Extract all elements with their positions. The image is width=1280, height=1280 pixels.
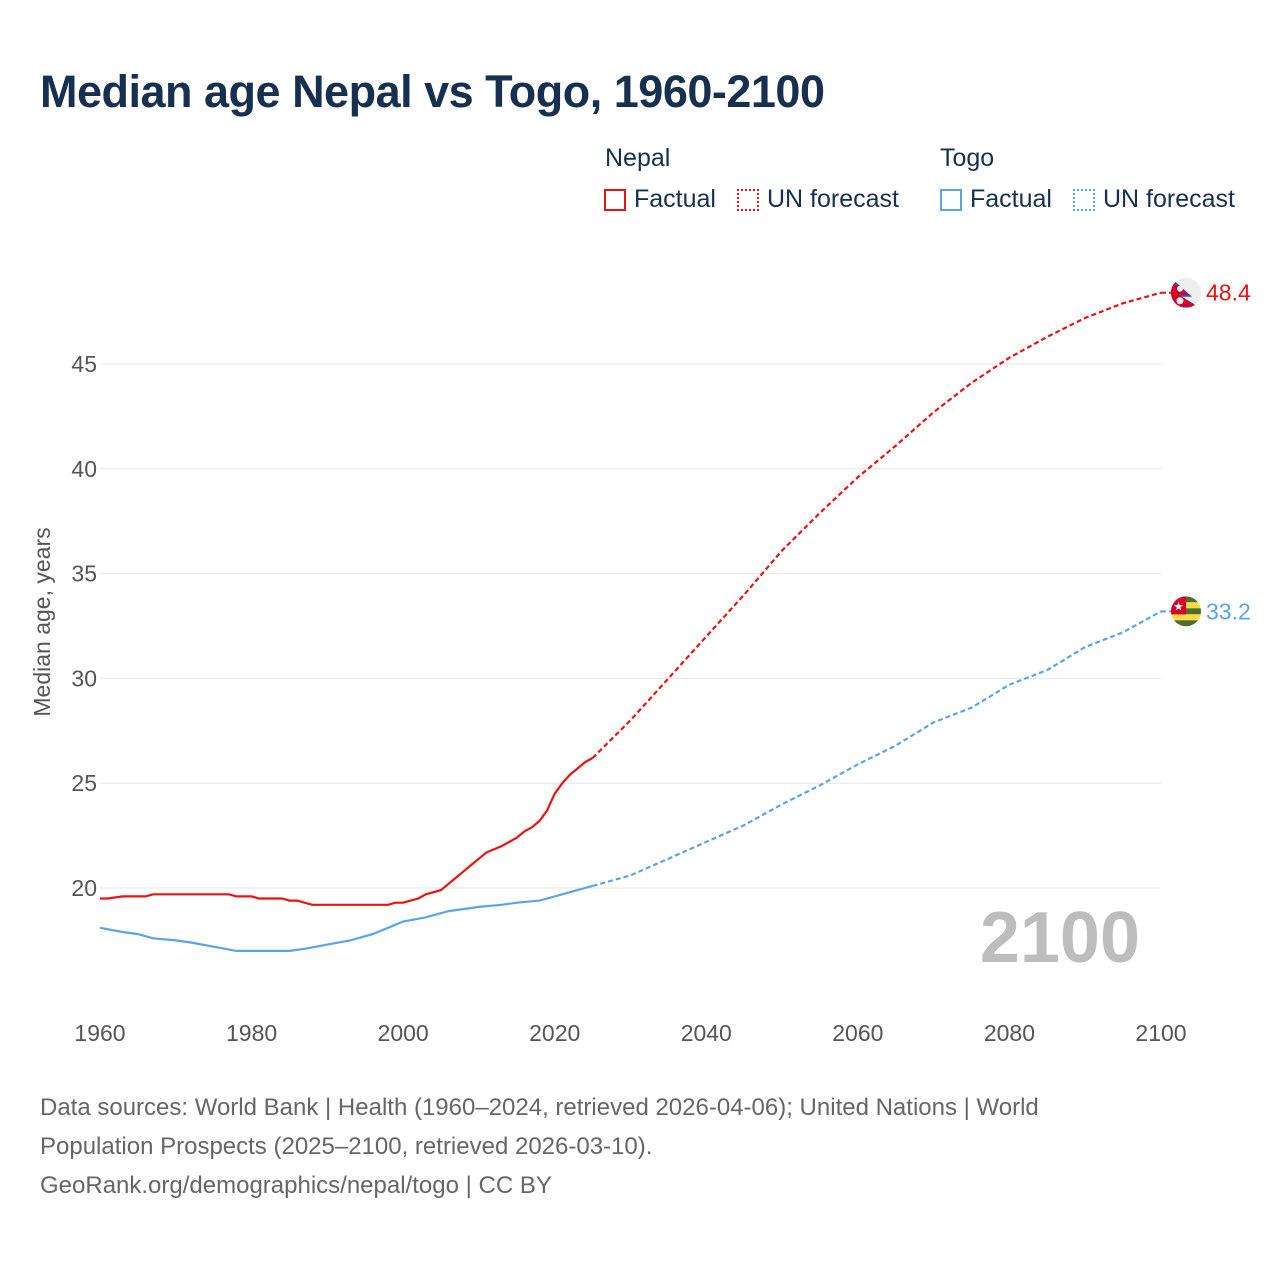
x-tick-label: 2000 [378, 1020, 429, 1046]
star-icon: ★ [1173, 599, 1184, 613]
flag-body: ★ [1171, 596, 1201, 627]
x-tick-label: 2080 [984, 1020, 1035, 1046]
x-tick-label: 1960 [74, 1020, 125, 1046]
moon [1177, 285, 1183, 292]
source-text: Data sources: World Bank | Health (1960–… [40, 1094, 1039, 1121]
y-tick-label: 25 [71, 770, 97, 796]
footer: Data sources: World Bank | Health (1960–… [40, 1088, 1240, 1205]
flag-stripe [1171, 620, 1201, 627]
series-nepal-factual [100, 757, 594, 906]
x-tick-label: 2040 [681, 1020, 732, 1046]
legend-group-nepal: Nepal [605, 144, 671, 172]
nepal-flag-icon [1171, 277, 1201, 308]
legend-togo-forecast[interactable]: UN forecast [1073, 185, 1235, 214]
series-togo-factual [99, 884, 593, 952]
legend-swatch-solid [940, 188, 962, 211]
y-axis-label: Median age, years [29, 527, 55, 716]
end-value-label: 48.4 [1206, 280, 1251, 306]
line-chart: 20 25 30 35 40 45 1960 1980 2000 2020 2040 2060 2080… [29, 277, 1251, 1046]
legend-label: UN forecast [1103, 185, 1235, 213]
flag-stripe [1171, 614, 1201, 621]
y-tick-label: 40 [71, 456, 97, 482]
chart-title: Median age Nepal vs Togo, 1960-2100 [40, 66, 825, 117]
x-tick-label: 2060 [832, 1020, 883, 1046]
togo-flag-icon: ★ [1171, 596, 1201, 627]
legend-swatch-solid [604, 188, 626, 211]
legend-nepal-forecast[interactable]: UN forecast [737, 185, 899, 214]
x-tick-label: 2100 [1135, 1020, 1186, 1046]
end-value-label: 33.2 [1206, 598, 1251, 624]
y-tick-label: 35 [71, 561, 97, 587]
legend-nepal-factual[interactable]: Factual [604, 185, 716, 214]
series-nepal-forecast [591, 291, 1162, 759]
y-tick-label: 45 [71, 351, 97, 377]
y-tick-label: 20 [71, 875, 97, 901]
legend-label: Factual [634, 185, 716, 213]
legend-label: UN forecast [767, 185, 899, 213]
legend-swatch-dotted [1073, 188, 1095, 211]
source-text: Population Prospects (2025–2100, retriev… [40, 1133, 653, 1160]
attribution-link[interactable]: GeoRank.org/demographics/nepal/togo | CC… [40, 1172, 552, 1199]
series-togo-forecast [592, 610, 1162, 887]
sun [1176, 297, 1184, 305]
legend-swatch-dotted [737, 188, 759, 211]
year-label: 2100 [980, 898, 1140, 978]
x-tick-label: 1980 [226, 1020, 277, 1046]
y-tick-label: 30 [71, 665, 97, 691]
legend-togo-factual[interactable]: Factual [940, 185, 1052, 214]
legend-group-togo: Togo [940, 144, 995, 172]
x-tick-label: 2020 [529, 1020, 580, 1046]
flag-body [1171, 277, 1201, 308]
legend-label: Factual [970, 185, 1052, 213]
